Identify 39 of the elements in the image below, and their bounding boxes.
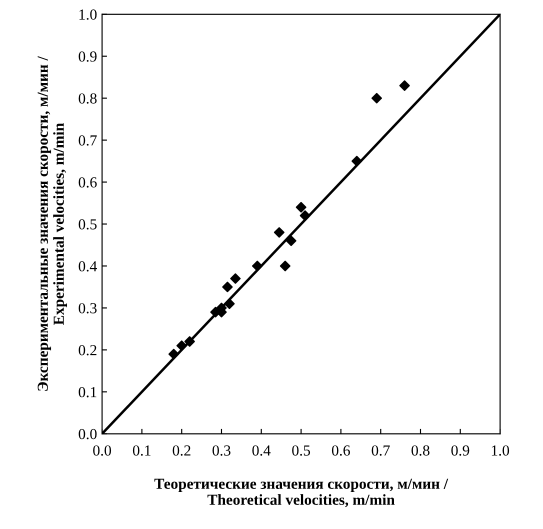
point <box>222 282 233 292</box>
x-tick-label: 0.2 <box>172 445 190 456</box>
y-tick-label: 0.8 <box>78 93 97 104</box>
y-tick-label: 0.5 <box>78 219 97 230</box>
x-tick-label: 0.0 <box>93 445 112 456</box>
point <box>274 227 285 238</box>
point <box>224 298 235 310</box>
x-tick-label: 0.4 <box>252 445 271 456</box>
x-tick-label: 0.3 <box>212 445 230 456</box>
x-axis-title: Теоретические значения скорости, м/мин / Theoretical velocities, m/min <box>154 478 448 508</box>
point <box>168 348 180 360</box>
x-tick-label: 0.8 <box>412 445 430 456</box>
x-tick-label: 1.0 <box>492 445 510 456</box>
point <box>296 202 306 213</box>
point <box>280 260 290 272</box>
point <box>399 80 410 91</box>
point <box>176 340 187 351</box>
point <box>252 260 263 272</box>
y-tick-label: 0.3 <box>78 303 97 314</box>
x-tick-label: 0.5 <box>292 445 310 456</box>
point <box>371 92 382 104</box>
x-tick-label: 0.1 <box>132 445 151 456</box>
point <box>230 273 241 284</box>
y-tick-label: 0.0 <box>78 428 97 440</box>
y-tick-label: 0.9 <box>78 51 97 62</box>
x-tick-label: 0.9 <box>451 445 470 456</box>
point <box>286 236 296 246</box>
y-tick-label: 0.4 <box>78 261 97 272</box>
y-tick-label: 1.0 <box>79 9 97 20</box>
point <box>300 210 310 221</box>
y-tick-label: 0.6 <box>78 177 97 188</box>
point <box>184 336 195 347</box>
x-tick-label: 0.6 <box>332 445 350 456</box>
y-axis-title: Экспериментальные значения скорости, м/мин / Experimental velocities, m/min <box>38 56 68 391</box>
y-tick-label: 0.2 <box>78 345 96 356</box>
x-tick-label: 0.7 <box>372 445 390 456</box>
y-tick-label: 0.1 <box>78 386 96 398</box>
point <box>352 156 362 166</box>
y-tick-label: 0.7 <box>78 135 97 146</box>
